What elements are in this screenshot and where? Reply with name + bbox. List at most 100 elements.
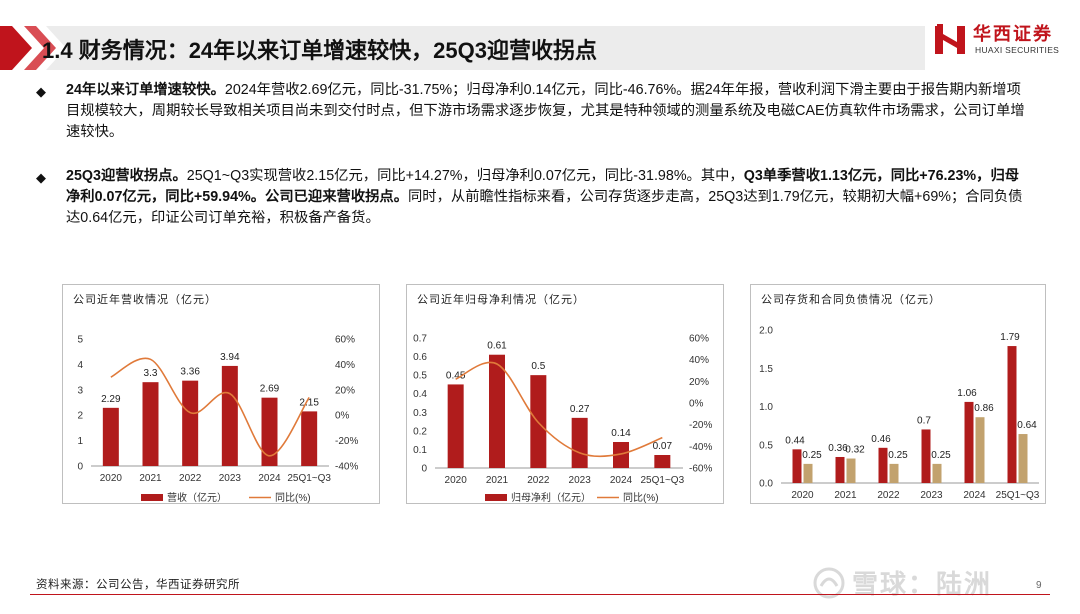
bar-primary <box>489 354 505 468</box>
y-tick-label-right: 20% <box>335 385 355 396</box>
y-tick-label-right: -60% <box>689 464 712 475</box>
bullet-body-q3-b: 同时，从前瞻性指标来看，公司存货逐步走高，25Q3达到1.79亿元，较期初大幅+… <box>66 189 1023 226</box>
legend-swatch-bar <box>141 494 163 501</box>
bar-primary <box>142 382 159 466</box>
x-tick-label: 2023 <box>920 490 943 501</box>
y-tick-label-left: 0.4 <box>413 389 427 400</box>
bar-data-label: 0.25 <box>931 450 951 461</box>
bullet-body-q3-a: 25Q1~Q3实现营收2.15亿元，同比+14.27%，归母净利0.07亿元，同… <box>186 168 744 184</box>
y-tick-label-left: 0.3 <box>413 408 427 419</box>
y-tick-label-left: 1 <box>77 436 83 447</box>
logo-name-en: HUAXI SECURITIES <box>975 45 1060 55</box>
y-tick-label-left: 3 <box>77 385 83 396</box>
yoy-line <box>110 357 310 457</box>
y-tick-label-left: 0.1 <box>413 445 427 456</box>
x-tick-label: 2023 <box>219 473 242 484</box>
bar-primary <box>447 384 464 468</box>
x-tick-label: 2021 <box>139 473 162 484</box>
y-tick-label-left: 0.7 <box>413 334 427 345</box>
y-tick-label-right: 60% <box>689 334 709 345</box>
bar-data-label: 0.27 <box>570 404 590 415</box>
title-bar <box>0 26 925 70</box>
bullet-marker: ◆ <box>36 84 46 99</box>
inventory-chart: 0.0 0.5 1.0 1.5 2.0 2020 2021 2022 2023 2024 25Q1~… <box>759 326 1040 517</box>
y-tick-label-left: 0 <box>421 464 427 475</box>
bullet-paragraph-q3: 25Q3迎营收拐点。25Q1~Q3实现营收2.15亿元，同比+14.27%，归母… <box>66 166 1026 229</box>
x-tick-label: 25Q1~Q3 <box>287 473 331 484</box>
bar-data-label: 0.46 <box>871 434 891 445</box>
bar-data-label: 3.94 <box>220 352 240 363</box>
bar-data-label: 0.07 <box>653 441 673 452</box>
inventory-chart-title: 公司存货和合同负债情况（亿元） <box>761 294 941 306</box>
bar-data-label: 0.14 <box>611 428 631 439</box>
y-tick-label-left: 4 <box>77 360 83 371</box>
x-tick-label: 2024 <box>963 490 986 501</box>
bar-secondary <box>1018 434 1028 483</box>
x-tick-label: 25Q1~Q3 <box>641 475 685 486</box>
revenue-chart-panel: 公司近年营收情况（亿元） 0 1 2 3 4 5 -40% -20% 0% 20% 40% 60% 20… <box>62 284 380 504</box>
bar-data-label: 0.64 <box>1017 420 1037 431</box>
x-tick-label: 2022 <box>179 473 202 484</box>
x-tick-label: 2020 <box>791 490 814 501</box>
x-tick-label: 2024 <box>610 475 633 486</box>
bar-primary <box>792 449 802 483</box>
y-tick-label-right: -20% <box>689 420 712 431</box>
y-tick-label-left: 1.0 <box>759 402 773 413</box>
legend-label: 归母净利（亿元） <box>511 491 591 503</box>
bar-secondary <box>846 458 856 483</box>
netprofit-chart: 0 0.1 0.2 0.3 0.4 0.5 0.6 0.7 -60% -40% -20% 0% 20% 4… <box>413 334 712 505</box>
footer-divider <box>30 594 1050 595</box>
bar-data-label: 0.25 <box>802 450 822 461</box>
bar-primary <box>301 411 318 466</box>
y-tick-label-right: 40% <box>689 355 709 366</box>
bar-data-label: 0.45 <box>446 370 466 381</box>
bar-primary <box>102 407 119 466</box>
x-tick-label: 2020 <box>100 473 123 484</box>
bar-data-label: 0.86 <box>974 403 994 414</box>
x-tick-label: 2021 <box>486 475 509 486</box>
bullet-highlight-q3: Q3单季营收1.13亿元，同比+76.23%，归母净利0.07亿元，同比+59.… <box>66 168 1020 205</box>
x-tick-label: 25Q1~Q3 <box>996 490 1040 501</box>
x-tick-label: 2024 <box>258 473 281 484</box>
y-tick-label-right: 0% <box>689 399 704 410</box>
huaxi-logo <box>935 24 965 54</box>
bar-secondary <box>889 463 899 483</box>
legend-swatch-bar <box>485 494 507 501</box>
revenue-chart-title: 公司近年营收情况（亿元） <box>73 294 217 306</box>
y-tick-label-left: 0 <box>77 462 83 473</box>
revenue-chart: 0 1 2 3 4 5 -40% -20% 0% 20% 40% 60% 2020 2021 2022 202… <box>77 335 358 505</box>
inventory-chart-panel: 公司存货和合同负债情况（亿元） 0.0 0.5 1.0 1.5 2.0 2020 2021 2… <box>750 284 1046 517</box>
yoy-line <box>455 361 663 458</box>
y-tick-label-left: 0.0 <box>759 479 773 490</box>
y-tick-label-right: 0% <box>335 411 350 422</box>
bar-data-label: 2.15 <box>299 397 319 408</box>
legend-label: 同比(%) <box>623 492 659 503</box>
bar-primary <box>654 455 671 468</box>
bar-primary <box>182 380 199 466</box>
bullet-lead-q3: 25Q3迎营收拐点。 <box>66 168 187 184</box>
bar-secondary <box>975 417 985 483</box>
source-note: 资料来源：公司公告，华西证券研究所 <box>36 579 240 591</box>
x-tick-label: 2023 <box>569 475 592 486</box>
bar-data-label: 1.06 <box>957 388 977 399</box>
bar-data-label: 0.61 <box>487 341 507 352</box>
x-tick-label: 2021 <box>834 490 857 501</box>
bar-data-label: 0.7 <box>917 415 931 426</box>
x-tick-label: 2020 <box>445 475 468 486</box>
bullet-lead-orders: 24年以来订单增速较快。 <box>66 82 225 98</box>
bar-primary <box>261 397 278 466</box>
bar-data-label: 0.36 <box>828 443 848 454</box>
x-tick-label: 2022 <box>877 490 900 501</box>
y-tick-label-left: 2 <box>77 411 83 422</box>
bar-secondary <box>932 463 942 483</box>
watermark: 雪球：陆洲 <box>852 569 993 599</box>
bar-data-label: 0.5 <box>531 361 545 372</box>
y-tick-label-left: 0.5 <box>413 371 427 382</box>
y-tick-label-left: 0.6 <box>413 352 427 363</box>
y-tick-label-left: 0.2 <box>413 426 427 437</box>
bar-data-label: 2.69 <box>260 384 280 395</box>
legend-label: 同比(%) <box>275 492 311 503</box>
bar-primary <box>835 456 845 483</box>
y-tick-label-right: -40% <box>689 442 712 453</box>
netprofit-chart-panel: 公司近年归母净利情况（亿元） 0 0.1 0.2 0.3 0.4 0.5 0.6 0.7 -60… <box>406 284 724 504</box>
